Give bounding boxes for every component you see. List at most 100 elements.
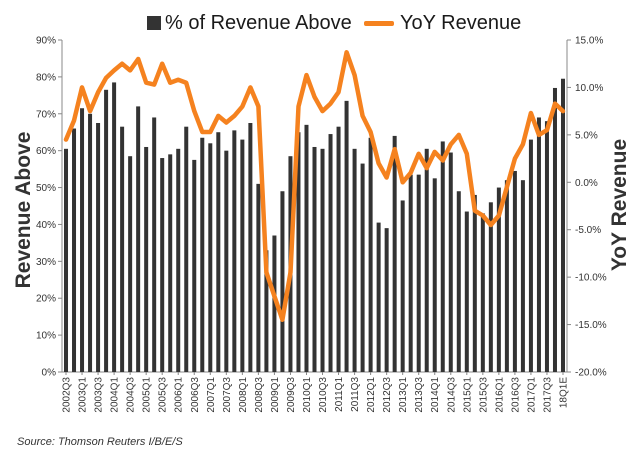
x-tick-label: 2012Q3 (382, 377, 393, 413)
yoy-revenue-point (361, 114, 364, 118)
revenue-above-bar (544, 121, 549, 373)
y-left-tick-label: 30% (36, 257, 56, 268)
yoy-revenue-point (385, 176, 388, 179)
yoy-revenue-point (177, 78, 180, 82)
yoy-revenue-point (465, 152, 469, 156)
revenue-above-bar (232, 130, 237, 372)
y-axis-title-left: Revenue Above (12, 132, 35, 289)
revenue-above-bar (392, 135, 397, 372)
yoy-revenue-point (96, 90, 100, 94)
revenue-above-bar (200, 137, 205, 372)
yoy-revenue-point (505, 185, 509, 189)
x-tick-label: 2010Q3 (318, 377, 329, 413)
yoy-revenue-point (425, 166, 428, 170)
yoy-revenue-point (537, 133, 541, 137)
yoy-revenue-point (281, 318, 284, 322)
y-right-tick-label: -10.0% (575, 273, 607, 284)
revenue-above-bar (80, 108, 85, 372)
y-right-tick-label: -15.0% (575, 320, 607, 331)
yoy-revenue-point (152, 83, 156, 86)
yoy-revenue-point (529, 111, 533, 115)
revenue-above-bar (272, 235, 277, 372)
x-tick-label: 2004Q3 (126, 377, 137, 413)
revenue-above-bar (312, 146, 317, 372)
x-tick-label: 2013Q3 (414, 377, 425, 413)
legend-line-swatch (364, 20, 394, 26)
revenue-above-bar (88, 113, 93, 373)
y-left-tick-label: 20% (36, 294, 56, 305)
yoy-revenue-point (104, 76, 108, 80)
y-left-tick-label: 60% (36, 146, 56, 157)
revenue-above-bar (304, 124, 309, 372)
legend-item-yoy-revenue: YoY Revenue (364, 8, 521, 38)
revenue-above-bar (416, 174, 421, 372)
revenue-above-bar (464, 211, 469, 372)
yoy-revenue-point (217, 114, 220, 118)
revenue-above-bar (320, 148, 325, 372)
revenue-above-bar (128, 156, 133, 372)
yoy-revenue-point (545, 128, 549, 132)
revenue-above-bar (152, 117, 157, 372)
x-tick-label: 2007Q3 (222, 377, 233, 413)
revenue-above-bar (224, 150, 229, 372)
yoy-revenue-point (409, 171, 412, 174)
revenue-above-bar (376, 222, 381, 372)
revenue-above-bar (368, 137, 373, 372)
yoy-revenue-point (345, 51, 348, 54)
y-right-tick-label: -20.0% (575, 368, 607, 379)
revenue-above-bar (432, 178, 437, 372)
x-tick-label: 2009Q3 (286, 377, 297, 413)
revenue-above-bar (360, 163, 365, 372)
x-tick-label: 2014Q1 (430, 377, 441, 413)
revenue-above-bar (144, 146, 149, 372)
x-tick-label: 2015Q1 (462, 377, 473, 413)
yoy-revenue-point (417, 152, 420, 156)
revenue-above-bar (520, 180, 525, 372)
revenue-above-bar (440, 141, 445, 372)
source-note: Source: Thomson Reuters I/B/E/S (17, 436, 183, 448)
revenue-above-bar (424, 148, 429, 372)
x-tick-label: 2006Q1 (174, 377, 185, 413)
legend: % of Revenue Above YoY Revenue (0, 8, 640, 38)
x-tick-label: 2011Q3 (350, 377, 361, 412)
tick-labels: 0% 10% 20% 30% 40% 50% 60% 70% 80% 90% -20.0% -15.0… (36, 36, 607, 413)
x-tick-label: 2014Q3 (446, 377, 457, 413)
yoy-revenue-point (481, 214, 485, 217)
yoy-revenue-point (72, 119, 76, 122)
yoy-revenue-point (561, 109, 565, 113)
revenue-above-bar (64, 148, 69, 372)
yoy-revenue-point (393, 147, 396, 151)
yoy-revenue-point (112, 69, 116, 72)
x-tick-label: 2003Q1 (78, 377, 89, 413)
y-right-tick-label: 10.0% (575, 83, 603, 94)
revenue-above-bar (216, 132, 221, 372)
y-right-tick-label: -5.0% (575, 225, 601, 236)
x-tick-label: 2013Q1 (398, 377, 409, 413)
yoy-revenue-point (473, 209, 477, 212)
yoy-revenue-point (441, 159, 444, 162)
yoy-revenue-point (160, 62, 164, 65)
yoy-revenue-point (457, 133, 460, 137)
yoy-revenue-point (241, 105, 244, 108)
yoy-revenue-point (321, 109, 324, 113)
x-tick-label: 2005Q1 (142, 377, 153, 413)
x-tick-label: 2017Q3 (542, 377, 553, 413)
x-tick-label: 2002Q3 (62, 377, 73, 413)
yoy-revenue-point (265, 271, 268, 274)
x-tick-label: 2015Q3 (478, 377, 489, 413)
revenue-above-bar (264, 250, 269, 372)
revenue-above-bar (488, 202, 493, 372)
yoy-revenue-point (120, 62, 124, 65)
x-tick-label: 2005Q3 (158, 377, 169, 413)
revenue-above-bar (496, 187, 501, 372)
revenue-above-bar (72, 128, 77, 372)
revenue-above-bar (240, 139, 245, 372)
revenue-above-bar (560, 78, 565, 372)
revenue-above-bar (160, 158, 165, 372)
yoy-revenue-point (136, 57, 140, 61)
revenue-above-bar (384, 228, 389, 372)
yoy-revenue-point (305, 73, 308, 77)
x-tick-label: 2011Q1 (334, 377, 345, 412)
x-tick-label: 2017Q1 (526, 377, 537, 413)
